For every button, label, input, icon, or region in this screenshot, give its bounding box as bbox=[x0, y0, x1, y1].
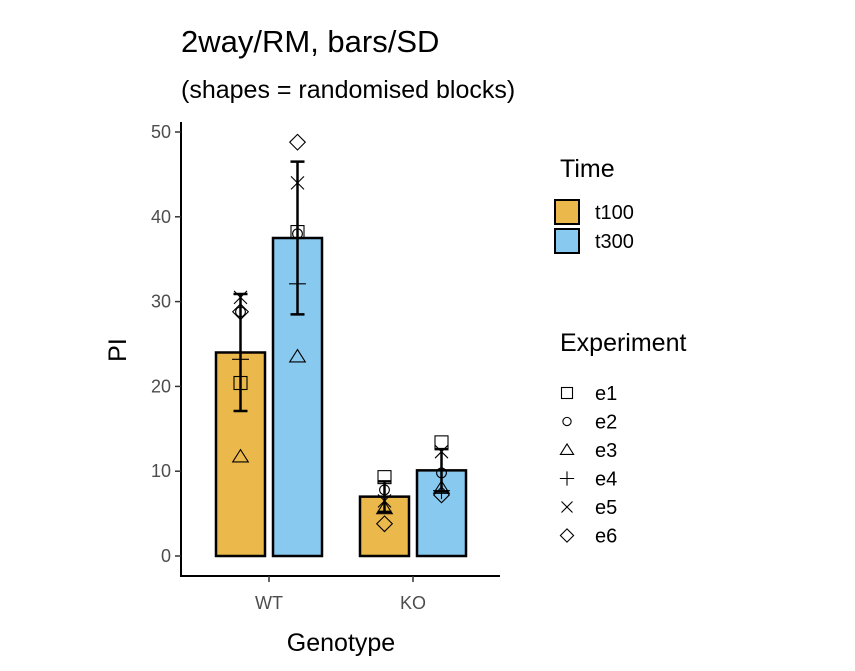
y-axis-label: PI bbox=[104, 338, 132, 362]
legend-label-e6: e6 bbox=[595, 526, 617, 548]
point-e3-t300-WT bbox=[288, 348, 307, 363]
x-tick-label: KO bbox=[400, 593, 426, 613]
legend-key-e4 bbox=[559, 471, 575, 486]
error-bar-t300-WT bbox=[290, 160, 305, 316]
legend-key-e5 bbox=[561, 501, 573, 513]
point-e3-t100-KO bbox=[375, 500, 394, 515]
error-bar-t100-KO bbox=[377, 480, 392, 514]
legend-label-e5: e5 bbox=[595, 497, 617, 519]
point-e6-t300-WT bbox=[288, 133, 307, 151]
y-tick-label: 40 bbox=[151, 207, 171, 227]
y-tick-label: 0 bbox=[161, 546, 171, 566]
legend-experiment-title: Experiment bbox=[560, 329, 686, 357]
error-bar-t100-WT bbox=[233, 292, 248, 413]
error-bar-t300-KO bbox=[434, 447, 449, 493]
legend-label-e4: e4 bbox=[595, 469, 617, 491]
chart-subtitle: (shapes = randomised blocks) bbox=[181, 76, 515, 104]
x-axis-label: Genotype bbox=[287, 629, 395, 657]
legend-key-e1 bbox=[560, 386, 574, 400]
legend-label-e1: e1 bbox=[595, 383, 617, 405]
legend-key-t100 bbox=[554, 199, 580, 225]
legend-key-e6 bbox=[559, 528, 575, 543]
y-tick-label: 20 bbox=[151, 376, 171, 396]
y-tick-label: 50 bbox=[151, 122, 171, 142]
legend-label-t100: t100 bbox=[595, 202, 634, 224]
legend-time-title: Time bbox=[560, 155, 615, 183]
legend-label-t300: t300 bbox=[595, 231, 634, 253]
y-tick-label: 30 bbox=[151, 292, 171, 312]
legend-key-t300 bbox=[554, 228, 580, 254]
point-e3-t100-WT bbox=[231, 448, 250, 463]
y-tick-label: 10 bbox=[151, 461, 171, 481]
legend-key-e2 bbox=[562, 416, 572, 427]
legend-label-e2: e2 bbox=[595, 412, 617, 434]
point-e6-t100-KO bbox=[375, 515, 394, 533]
legend-key-e3 bbox=[559, 442, 575, 455]
x-tick-label: WT bbox=[255, 593, 283, 613]
legend-label-e3: e3 bbox=[595, 440, 617, 462]
chart-title: 2way/RM, bars/SD bbox=[181, 24, 439, 59]
